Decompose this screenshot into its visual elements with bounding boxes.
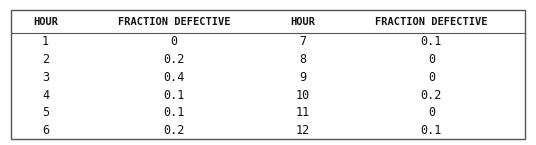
Text: 8: 8 xyxy=(299,53,307,66)
Text: 0.1: 0.1 xyxy=(421,124,442,137)
Text: 3: 3 xyxy=(42,71,49,84)
Text: 0: 0 xyxy=(428,71,435,84)
Text: HOUR: HOUR xyxy=(33,17,58,27)
Text: 0: 0 xyxy=(428,53,435,66)
Text: 0.1: 0.1 xyxy=(163,106,185,119)
Text: 0.1: 0.1 xyxy=(421,36,442,48)
Text: 0.4: 0.4 xyxy=(163,71,185,84)
Text: 10: 10 xyxy=(296,88,310,102)
Text: 0.2: 0.2 xyxy=(163,53,185,66)
Text: 0: 0 xyxy=(428,106,435,119)
Text: 9: 9 xyxy=(299,71,307,84)
Text: HOUR: HOUR xyxy=(291,17,315,27)
Text: 0.1: 0.1 xyxy=(163,88,185,102)
Text: FRACTION DEFECTIVE: FRACTION DEFECTIVE xyxy=(118,17,230,27)
Text: 0.2: 0.2 xyxy=(163,124,185,137)
Text: 11: 11 xyxy=(296,106,310,119)
Bar xyxy=(11,10,525,139)
Text: FRACTION DEFECTIVE: FRACTION DEFECTIVE xyxy=(375,17,488,27)
Text: 6: 6 xyxy=(42,124,49,137)
Text: 12: 12 xyxy=(296,124,310,137)
Text: 1: 1 xyxy=(42,36,49,48)
Text: 4: 4 xyxy=(42,88,49,102)
Text: 5: 5 xyxy=(42,106,49,119)
Text: 7: 7 xyxy=(299,36,307,48)
Text: 0: 0 xyxy=(170,36,178,48)
Text: 0.2: 0.2 xyxy=(421,88,442,102)
Text: 2: 2 xyxy=(42,53,49,66)
